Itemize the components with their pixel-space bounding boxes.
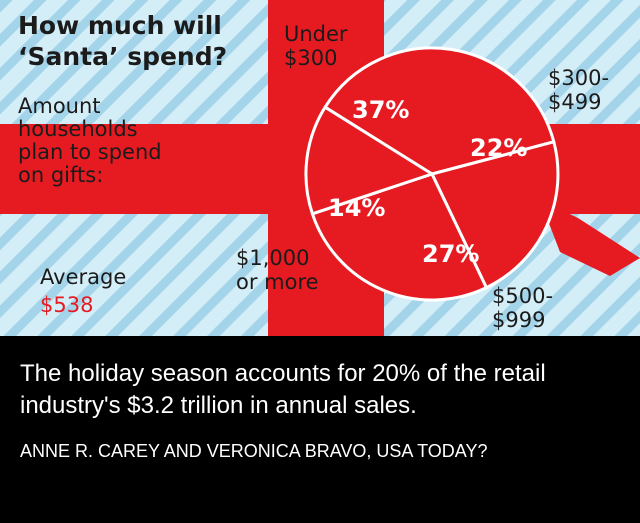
average-label: Average	[40, 265, 127, 289]
subtitle-line: on gifts:	[18, 163, 104, 187]
category-label-line: $999	[492, 308, 546, 332]
credit-line: ANNE R. CAREY AND VERONICA BRAVO, USA TO…	[20, 441, 488, 461]
chart-subtitle: Amount households plan to spend on gifts…	[18, 95, 162, 187]
category-label-line: $300	[284, 46, 338, 70]
pie-slice-1000-or-more	[304, 105, 434, 216]
chart-panel: How much will ‘Santa’ spend? Amount hous…	[0, 0, 640, 336]
category-label-line: $1,000	[236, 246, 310, 270]
category-label-1000-or-more: $1,000 or more	[236, 246, 319, 294]
category-label-line: Under	[284, 22, 348, 46]
pie-slice-500-999	[310, 172, 488, 302]
data-label-300-499: 22%	[470, 134, 528, 162]
chart-title-line-2: ‘Santa’ spend?	[18, 42, 228, 71]
category-label-line: $500-	[492, 284, 554, 308]
category-label-300-499: $300- $499	[548, 66, 609, 114]
category-label-line: $499	[548, 90, 602, 114]
average-value: $538	[40, 293, 94, 317]
subtitle-line: Amount	[18, 94, 101, 118]
chart-title: How much will ‘Santa’ spend?	[18, 10, 227, 72]
data-label-under-300: 37%	[352, 96, 410, 124]
subtitle-line: plan to spend	[18, 140, 162, 164]
category-label-500-999: $500- $999	[492, 284, 553, 332]
chart-title-line-1: How much will	[18, 11, 222, 40]
category-label-line: $300-	[548, 66, 610, 90]
ribbon-tail	[540, 200, 640, 276]
data-label-1000-or-more: 14%	[328, 194, 386, 222]
category-label-line: or more	[236, 270, 319, 294]
data-label-500-999: 27%	[422, 240, 480, 268]
pie	[304, 46, 560, 302]
pie-slice-300-499	[430, 140, 560, 290]
caption: The holiday season accounts for 20% of t…	[20, 360, 546, 419]
subtitle-line: households	[18, 117, 138, 141]
category-label-under-300: Under $300	[284, 22, 348, 70]
pie-chart	[0, 0, 640, 336]
